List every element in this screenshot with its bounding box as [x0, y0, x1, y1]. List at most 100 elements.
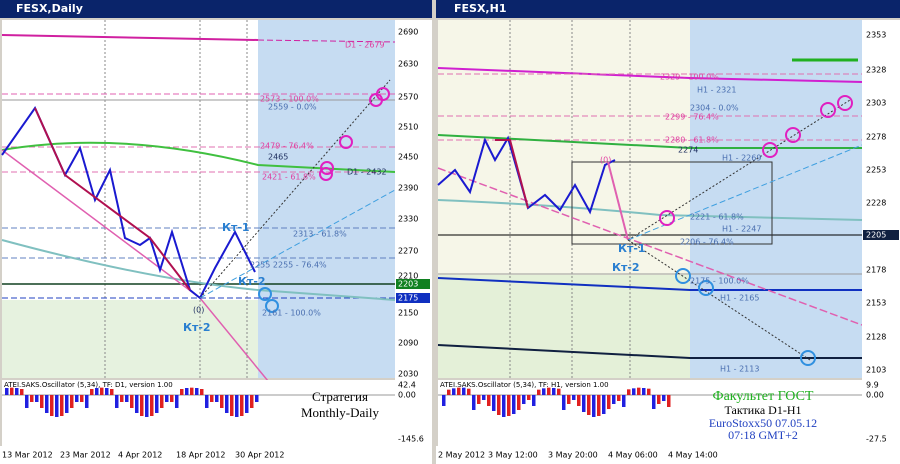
oscillator-bar	[230, 395, 234, 416]
annotation: (0)	[193, 306, 204, 315]
annotation: H1 - 2247	[722, 225, 761, 234]
price-label: 2330	[398, 215, 418, 224]
price-label: 2353	[866, 31, 886, 40]
oscillator-bar	[200, 389, 204, 395]
price-label: 2030	[398, 370, 418, 379]
price-label: 2690	[398, 28, 418, 37]
oscillator-bar	[662, 395, 666, 401]
oscillator-bar	[647, 388, 651, 395]
oscillator-bar	[602, 395, 606, 414]
oscillator-bar	[125, 395, 129, 402]
oscillator-bar	[492, 395, 496, 411]
oscillator-title: ATEI.SAKS.Oscillator (5,34), TF: D1, ver…	[4, 381, 173, 389]
oscillator-bar	[255, 395, 259, 402]
oscillator-bar	[180, 389, 184, 395]
oscillator-bar	[627, 389, 631, 395]
oscillator-bar	[110, 389, 114, 395]
caption: Тактика D1-H1	[725, 403, 802, 417]
oscillator-bar	[582, 395, 586, 412]
oscillator-bar	[552, 388, 556, 395]
time-label: 2 May 2012	[438, 451, 485, 460]
price-label: 2103	[866, 366, 886, 375]
oscillator-bar	[115, 395, 119, 408]
oscillator-bar	[467, 388, 471, 395]
oscillator-bar	[160, 395, 164, 408]
annotation: D1 - 2432	[347, 168, 387, 177]
annotation: H1 - 2113	[720, 365, 759, 374]
annotation: 2479 - 76.4%	[260, 142, 314, 151]
oscillator-bar	[205, 395, 209, 408]
caption: Monthly-Daily	[301, 405, 379, 420]
oscillator-bar	[85, 395, 89, 408]
price-label: 2228	[866, 199, 886, 208]
oscillator-bar	[447, 389, 451, 395]
oscillator-bar	[95, 388, 99, 395]
annotation: Кт-2	[612, 261, 640, 274]
oscillator-bar	[587, 395, 591, 415]
annotation: Кт-1	[222, 221, 250, 234]
oscillator-bar	[617, 395, 621, 401]
time-label: 23 Mar 2012	[60, 451, 111, 460]
oscillator-bar	[537, 389, 541, 395]
annotation: 2559 - 0.0%	[268, 103, 317, 112]
oscillator-bar	[442, 395, 446, 406]
oscillator-bar	[512, 395, 516, 414]
oscillator-bar	[557, 388, 561, 395]
price-label: 2630	[398, 60, 418, 69]
annotation: H1 - 2165	[720, 294, 759, 303]
annotation: 2421 - 61.8%	[262, 173, 316, 182]
caption: 07:18 GMT+2	[728, 428, 798, 442]
oscillator-bar	[507, 395, 511, 416]
oscillator-bar	[632, 388, 636, 395]
oscillator-bar	[517, 395, 521, 410]
annotation: 2274	[678, 146, 698, 155]
oscillator-bar	[577, 395, 581, 406]
price-label: 2090	[398, 339, 418, 348]
oscillator-bar	[657, 395, 661, 404]
labels: 2690 2630 2570 2510 2450 2390 2330 2270 22102203…	[2, 28, 887, 460]
oscillator-bar	[235, 395, 239, 417]
annotation: Кт-2	[238, 275, 266, 288]
oscillator-bar	[452, 388, 456, 395]
annotation: Кт-2	[183, 321, 211, 334]
price-label: 2150	[398, 309, 418, 318]
annotation: 2573 - 100.0%	[260, 95, 319, 104]
oscillator-bar	[50, 395, 54, 416]
price-label: 2328	[866, 66, 886, 75]
oscillator-bar	[472, 395, 476, 410]
price-label: 2253	[866, 166, 886, 175]
annotation: Кт-1	[618, 242, 646, 255]
oscillator-title: ATEI.SAKS.Oscillator (5,34), TF: H1, ver…	[440, 381, 609, 389]
price-label: 2270	[398, 247, 418, 256]
oscillator-bar	[40, 395, 44, 408]
oscillator-bar	[90, 389, 94, 395]
oscillator-label: 0.00	[866, 391, 884, 400]
oscillator-bar	[75, 395, 79, 402]
caption: EuroStoxx50 07.05.12	[709, 416, 817, 430]
oscillator-bar	[592, 395, 596, 417]
price-label: 2278	[866, 133, 886, 142]
oscillator-bar	[527, 395, 531, 400]
oscillator-bar	[612, 395, 616, 404]
oscillator-bar	[30, 395, 34, 402]
oscillator-bar	[502, 395, 506, 417]
annotation: 2313 - 61.8%	[293, 230, 347, 239]
price-label: 2153	[866, 299, 886, 308]
oscillator-bar	[45, 395, 49, 413]
time-label: 4 May 14:00	[668, 451, 718, 460]
oscillator-bar	[155, 395, 159, 413]
oscillator-bar	[165, 395, 169, 402]
oscillator-bar	[225, 395, 229, 413]
oscillator-label: -145.6	[398, 435, 424, 444]
oscillator	[442, 387, 671, 417]
oscillator-bar	[622, 395, 626, 407]
price-label: 2390	[398, 184, 418, 193]
oscillator-bar	[607, 395, 611, 409]
oscillator-bar	[25, 395, 29, 408]
annotation: 2221 - 61.8%	[690, 213, 744, 222]
oscillator-bar	[652, 395, 656, 409]
price-label: 2178	[866, 266, 886, 275]
oscillator-bar	[477, 395, 481, 404]
oscillator-bar	[497, 395, 501, 415]
